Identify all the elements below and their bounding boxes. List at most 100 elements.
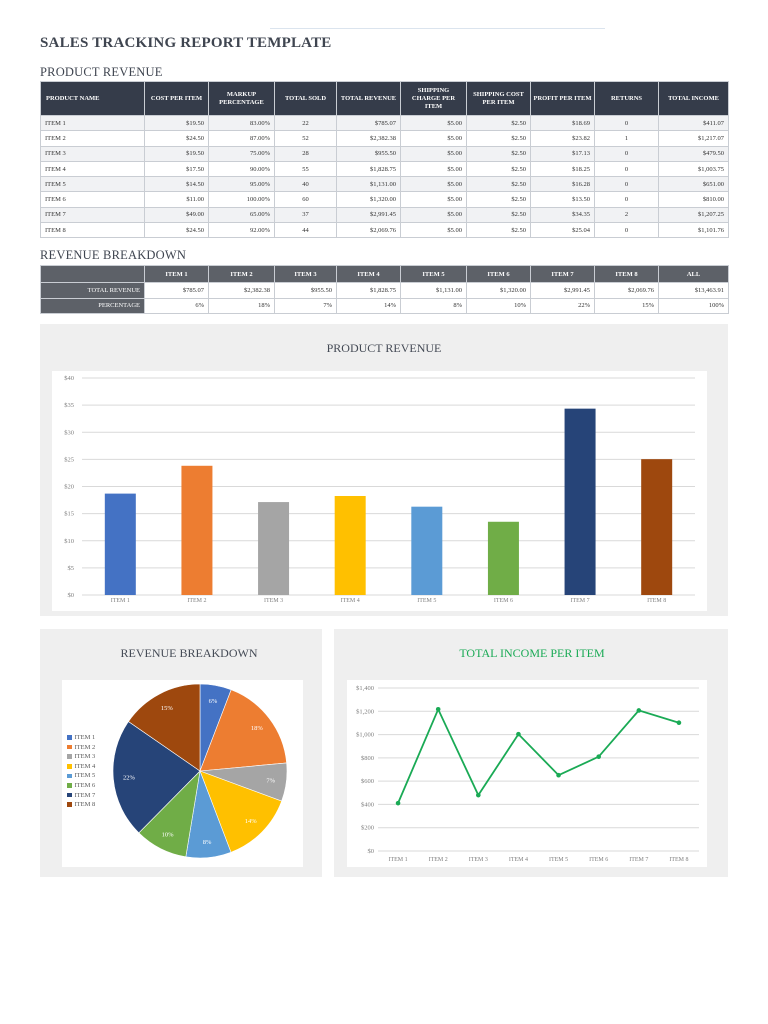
legend-label: ITEM 4 (74, 762, 96, 770)
pie-chart: 6% 18% 7% 14% 8% 10% 22% 15% (112, 683, 288, 859)
y-tick-label: $400 (361, 801, 374, 808)
table-cell: ITEM 4 (40, 160, 145, 178)
pie-data-label: 18% (251, 725, 264, 732)
table-row: ITEM 4 $17.50 90.00% 55 $1,828.75 $5.00 $2.50 $… (40, 160, 729, 178)
legend-entry-item-7: ITEM 7 (67, 791, 95, 801)
y-tick-label: $35 (64, 402, 74, 409)
y-tick-label: $1,000 (356, 732, 374, 739)
income-line (397, 707, 680, 804)
table-cell: 44 (274, 222, 337, 239)
table-cell: $2,069.76 (336, 222, 401, 239)
y-tick-label: $200 (361, 825, 374, 832)
bar-chart: $0 $5 $10 $15 $20 $25 $30 $35 $40 ITEM 1 ITEM 2 ITE… (64, 375, 695, 604)
revenue-breakdown-chart-panel: REVENUE BREAKDOWN 6% 18% 7% 14% 8% 10% 22% 15% … (40, 629, 322, 877)
table-cell: $11.00 (144, 191, 209, 208)
x-tick-label: ITEM 1 (111, 598, 130, 604)
document-title: SALES TRACKING REPORT TEMPLATE (40, 35, 332, 51)
x-tick-label: ITEM 3 (264, 598, 283, 604)
bar-item-3 (258, 502, 290, 595)
column-header-profit-per-item: PROFIT PER ITEM (530, 81, 595, 116)
table-cell: 18% (208, 297, 275, 314)
legend-entry-item-3: ITEM 3 (67, 752, 95, 762)
x-tick-label: ITEM 2 (187, 598, 206, 604)
table-cell: 8% (400, 297, 467, 314)
revenue-breakdown-table: ITEM 1 ITEM 2 ITEM 3 ITEM 4 ITEM 5 ITEM 6 ITEM… (40, 265, 729, 314)
table-row: ITEM 5 $14.50 95.00% 40 $1,131.00 $5.00 $2.50 $… (40, 176, 729, 193)
point-item-2 (435, 706, 441, 712)
table-cell: $2.50 (466, 176, 531, 193)
table-cell: $1,131.00 (336, 176, 401, 193)
table-cell: 37 (274, 206, 337, 224)
column-header-blank (40, 265, 145, 283)
table-cell: $1,131.00 (400, 282, 467, 299)
legend-label: ITEM 8 (74, 801, 96, 809)
table-cell: $2,991.45 (336, 206, 401, 224)
legend-label: ITEM 7 (74, 791, 96, 799)
pie-slice-item-8 (128, 683, 201, 772)
table-cell: 10% (466, 297, 531, 314)
legend-swatch (67, 792, 72, 798)
column-header-all: ALL (658, 265, 729, 283)
bar-item-7 (564, 408, 596, 595)
pie-data-label: 8% (203, 839, 212, 846)
column-header-item-1: ITEM 1 (144, 265, 209, 283)
table-cell: $19.50 (144, 145, 209, 162)
table-cell: $1,320.00 (466, 282, 531, 299)
table-cell: 75.00% (208, 145, 275, 162)
table-cell: 6% (144, 297, 209, 314)
table-cell: 90.00% (208, 160, 275, 178)
column-header-item-3: ITEM 3 (274, 265, 337, 283)
table-cell: 22% (530, 297, 595, 314)
column-header-total-income: TOTAL INCOME (658, 81, 729, 116)
pie-slice-item-7 (112, 721, 201, 834)
pie-slice-item-4 (199, 770, 283, 853)
table-cell: $13,463.91 (658, 282, 729, 299)
legend-label: ITEM 3 (74, 753, 96, 761)
pie-data-label: 10% (162, 832, 175, 839)
table-cell: 0 (594, 145, 659, 162)
table-cell: $34.35 (530, 206, 595, 224)
pie-legend: ITEM 1 ITEM 2 ITEM 3 ITEM 4 ITEM 5 ITEM 6 ITEM… (67, 733, 95, 810)
table-cell: ITEM 5 (40, 176, 145, 193)
y-tick-label: $800 (361, 755, 374, 762)
x-tick-label: ITEM 3 (469, 857, 488, 863)
product-revenue-heading: PRODUCT REVENUE (40, 65, 163, 79)
legend-swatch (67, 735, 72, 740)
row-label: TOTAL REVENUE (40, 282, 145, 299)
legend-label: ITEM 5 (74, 772, 96, 780)
table-cell: ITEM 8 (40, 222, 145, 239)
table-row: ITEM 8 $24.50 92.00% 44 $2,069.76 $5.00 $2.50 $… (40, 222, 729, 239)
table-cell: 83.00% (208, 114, 275, 132)
column-header-item-6: ITEM 6 (466, 265, 531, 283)
y-tick-label: $0 (368, 848, 375, 855)
column-header-item-7: ITEM 7 (530, 265, 595, 283)
table-cell: ITEM 7 (40, 206, 145, 224)
table-cell: $2,382.38 (336, 130, 401, 147)
table-cell: $5.00 (400, 206, 467, 224)
legend-entry-item-2: ITEM 2 (67, 743, 95, 753)
table-cell: $2.50 (466, 222, 531, 239)
row-label: PERCENTAGE (40, 297, 145, 314)
point-item-5 (556, 772, 561, 778)
table-cell: $1,828.75 (336, 160, 401, 178)
table-cell: $479.50 (658, 145, 729, 162)
legend-entry-item-6: ITEM 6 (67, 781, 95, 791)
y-tick-label: $40 (64, 375, 74, 382)
table-cell: $1,828.75 (336, 282, 401, 299)
x-tick-label: ITEM 2 (429, 857, 448, 863)
column-header-returns: RETURNS (594, 81, 659, 116)
table-cell: $5.00 (400, 130, 467, 147)
table-cell: $1,003.75 (658, 160, 729, 178)
x-tick-label: ITEM 5 (549, 857, 568, 863)
table-cell: $2,069.76 (594, 282, 659, 299)
table-cell: $2.50 (466, 160, 531, 178)
table-row: ITEM 6 $11.00 100.00% 60 $1,320.00 $5.00 $2.50… (40, 191, 729, 208)
table-cell: $1,207.25 (658, 206, 729, 224)
column-header-shipping-charge-per-item: SHIPPING CHARGE PER ITEM (400, 81, 467, 116)
table-cell: 0 (594, 176, 659, 193)
bar-item-6 (487, 521, 519, 595)
product-revenue-table: PRODUCT NAME COST PER ITEM MARKUP PERCENTA… (40, 81, 729, 239)
column-header-item-5: ITEM 5 (400, 265, 467, 283)
table-cell: $1,320.00 (336, 191, 401, 208)
table-row: ITEM 1 $19.50 83.00% 22 $785.07 $5.00 $2.50 $18… (40, 114, 729, 132)
